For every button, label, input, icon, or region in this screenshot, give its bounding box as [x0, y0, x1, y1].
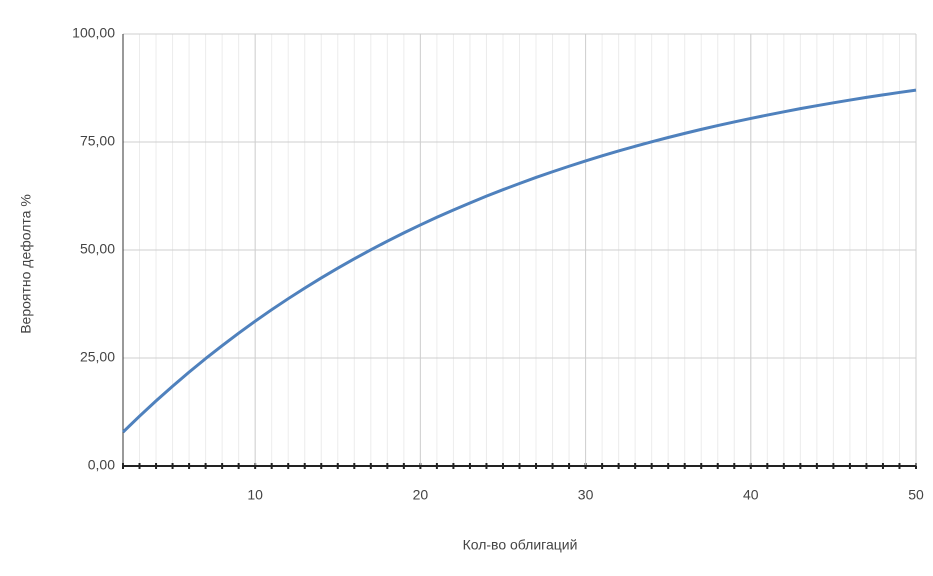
y-axis-label: Вероятно дефолта %: [18, 194, 34, 334]
y-tick-label: 75,00: [80, 133, 115, 149]
x-tick-label: 20: [413, 487, 429, 503]
x-tick-label: 50: [908, 487, 924, 503]
y-tick-label: 25,00: [80, 349, 115, 365]
y-tick-label: 100,00: [72, 25, 115, 41]
line: [121, 88, 917, 434]
y-tick-label: 0,00: [88, 457, 115, 473]
y-tick-label: 50,00: [80, 241, 115, 257]
x-tick-label: 10: [247, 487, 263, 503]
x-axis-label: Кол-во облигаций: [463, 537, 578, 553]
x-tick-label: 30: [578, 487, 594, 503]
x-tick-label: 40: [743, 487, 759, 503]
